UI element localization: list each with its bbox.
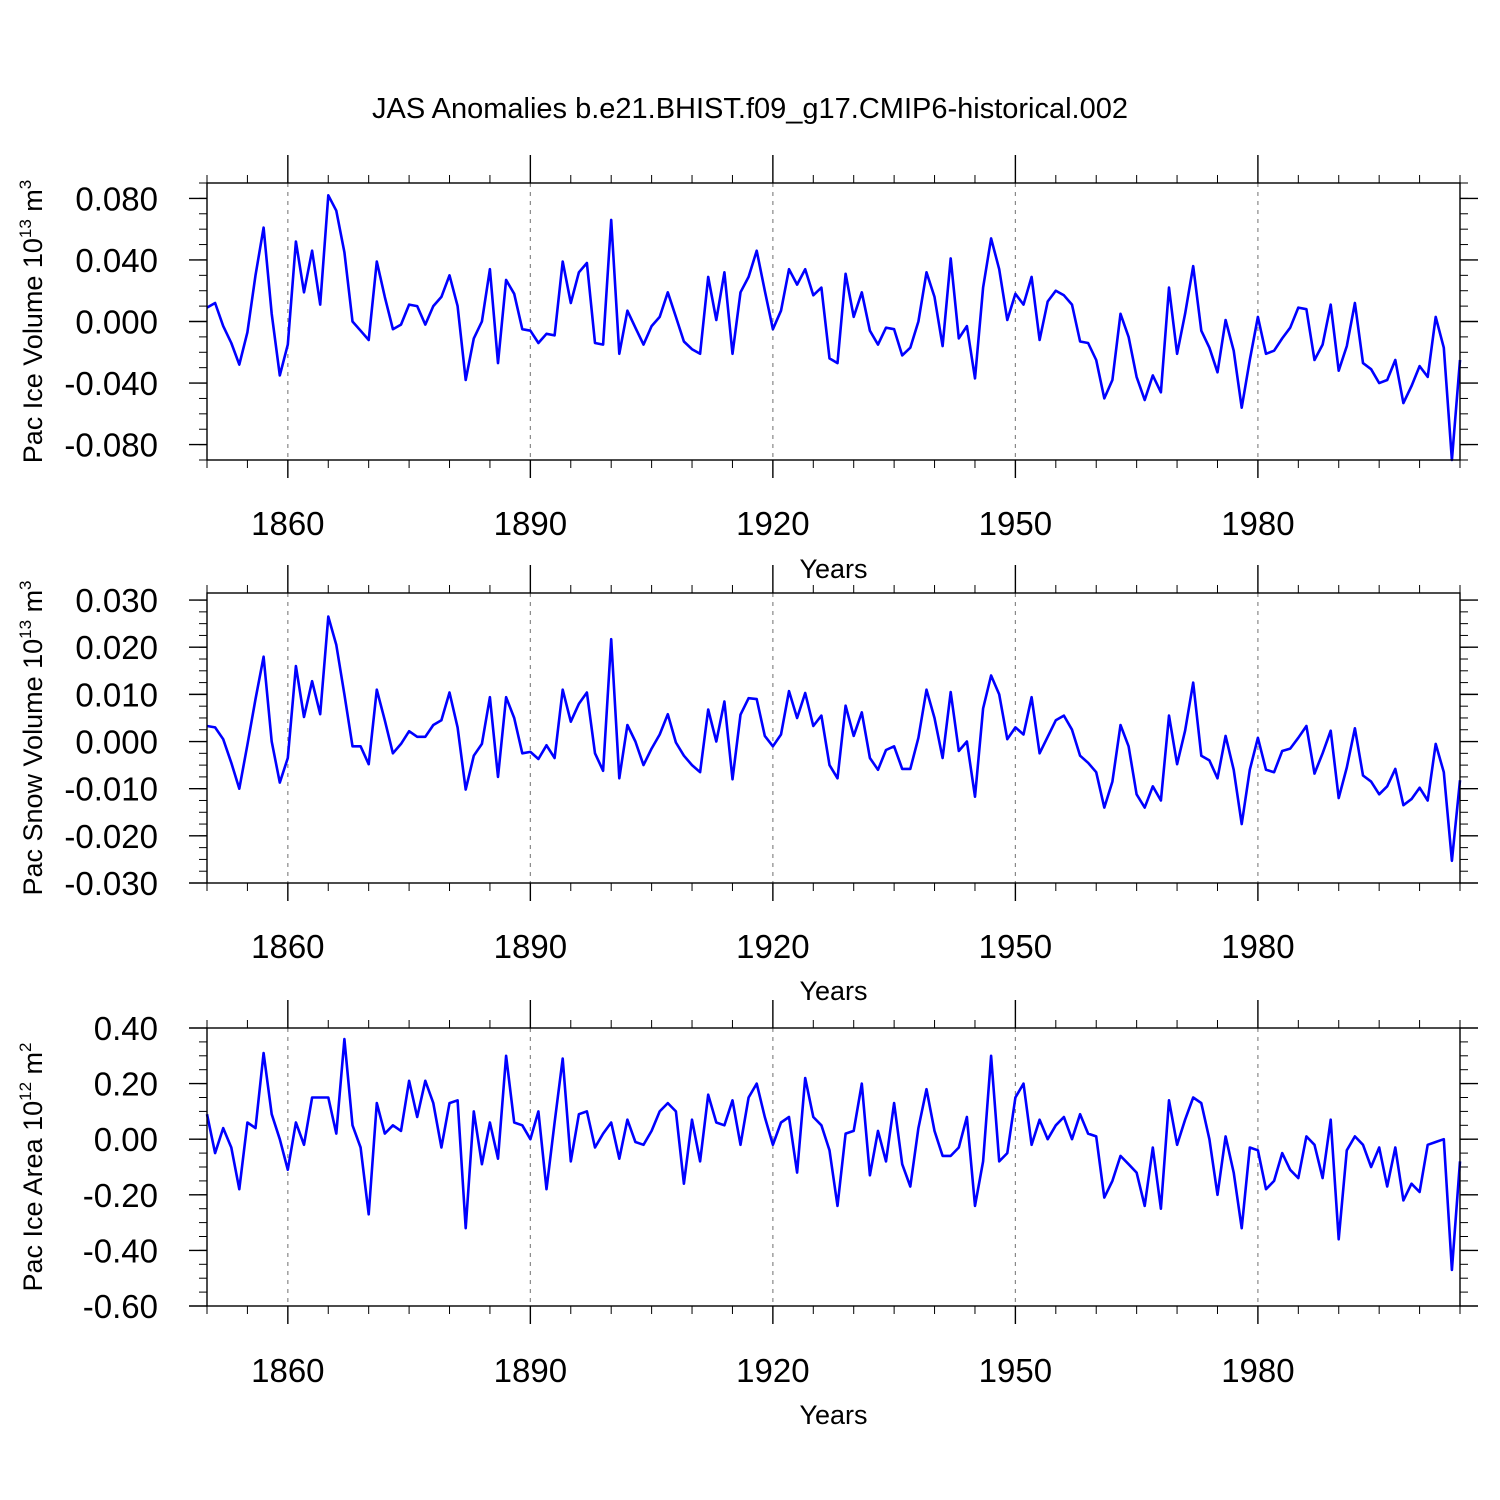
x-tick-label: 1950	[979, 1352, 1052, 1389]
x-tick-label: 1860	[251, 928, 324, 965]
y-tick-label: -0.010	[64, 771, 158, 808]
x-tick-label: 1920	[736, 1352, 809, 1389]
y-tick-label: 0.020	[75, 629, 158, 666]
x-axis-label: Years	[799, 976, 867, 1006]
x-tick-label: 1980	[1221, 1352, 1294, 1389]
y-tick-label: 0.000	[75, 304, 158, 341]
x-tick-label: 1860	[251, 1352, 324, 1389]
series-line	[206, 194, 1462, 462]
y-axis-label-unit-exponent: 2	[16, 1042, 35, 1051]
x-tick-label: 1890	[494, 1352, 567, 1389]
x-tick-label: 1890	[494, 505, 567, 542]
y-axis-label-unit-exponent: 3	[16, 180, 35, 189]
x-tick-label: 1860	[251, 505, 324, 542]
x-tick-label: 1950	[979, 928, 1052, 965]
y-tick-label: 0.030	[75, 582, 158, 619]
y-tick-label: -0.40	[83, 1232, 158, 1269]
y-tick-label: -0.030	[64, 865, 158, 902]
x-tick-label: 1980	[1221, 505, 1294, 542]
series-line	[206, 615, 1462, 863]
y-axis-label-main: Pac Ice Area 10	[18, 1101, 48, 1292]
x-tick-label: 1980	[1221, 928, 1294, 965]
y-tick-label: -0.20	[83, 1177, 158, 1214]
y-tick-label: 0.00	[94, 1121, 158, 1158]
y-tick-label: 0.20	[94, 1066, 158, 1103]
x-axis-label: Years	[799, 554, 867, 584]
x-tick-label: 1920	[736, 505, 809, 542]
panel-3: 1860 1890 1920 1950 1980 -0.60 -0.40 -0.20 0.00 0…	[16, 1000, 1478, 1430]
y-axis-label-unit: m	[18, 189, 48, 219]
y-axis-label: Pac Ice Volume 1013 m3	[16, 180, 48, 464]
x-tick-label: 1920	[736, 928, 809, 965]
y-axis-label: Pac Ice Area 1012 m2	[16, 1042, 48, 1291]
y-axis-label-exponent: 13	[16, 620, 35, 639]
y-axis-label-main: Pac Snow Volume 10	[18, 639, 48, 896]
series-line	[205, 1037, 1462, 1272]
y-tick-label: -0.60	[83, 1288, 158, 1325]
panel-1: 1860 1890 1920 1950 1980 -0.080 -0.040 0.000 0.0…	[16, 155, 1478, 584]
y-tick-label: -0.080	[64, 427, 158, 464]
x-tick-label: 1950	[979, 505, 1052, 542]
panel-2: 1860 1890 1920 1950 1980 -0.030 -0.020 -0.010 0.…	[16, 565, 1478, 1006]
y-axis-label-exponent: 12	[16, 1082, 35, 1101]
chart-title: JAS Anomalies b.e21.BHIST.f09_g17.CMIP6-…	[372, 93, 1128, 125]
x-tick-label: 1890	[494, 928, 567, 965]
y-axis-label-unit: m	[18, 590, 48, 620]
plot-frame	[206, 592, 1461, 884]
x-axis-label: Years	[799, 1400, 867, 1430]
y-tick-label: -0.020	[64, 818, 158, 855]
y-axis-label-unit-exponent: 3	[16, 580, 35, 589]
y-tick-label: 0.010	[75, 676, 158, 713]
y-tick-label: -0.040	[64, 365, 158, 402]
y-tick-label: 0.080	[75, 180, 158, 217]
y-axis-label-unit: m	[18, 1052, 48, 1082]
plot-frame	[206, 182, 1461, 461]
y-tick-label: 0.000	[75, 724, 158, 761]
plot-frame	[206, 1027, 1461, 1307]
y-axis-label: Pac Snow Volume 1013 m3	[16, 580, 48, 895]
y-tick-label: 0.40	[94, 1010, 158, 1047]
y-axis-label-exponent: 13	[16, 219, 35, 238]
y-axis-label-main: Pac Ice Volume 10	[18, 238, 48, 463]
y-tick-label: 0.040	[75, 242, 158, 279]
